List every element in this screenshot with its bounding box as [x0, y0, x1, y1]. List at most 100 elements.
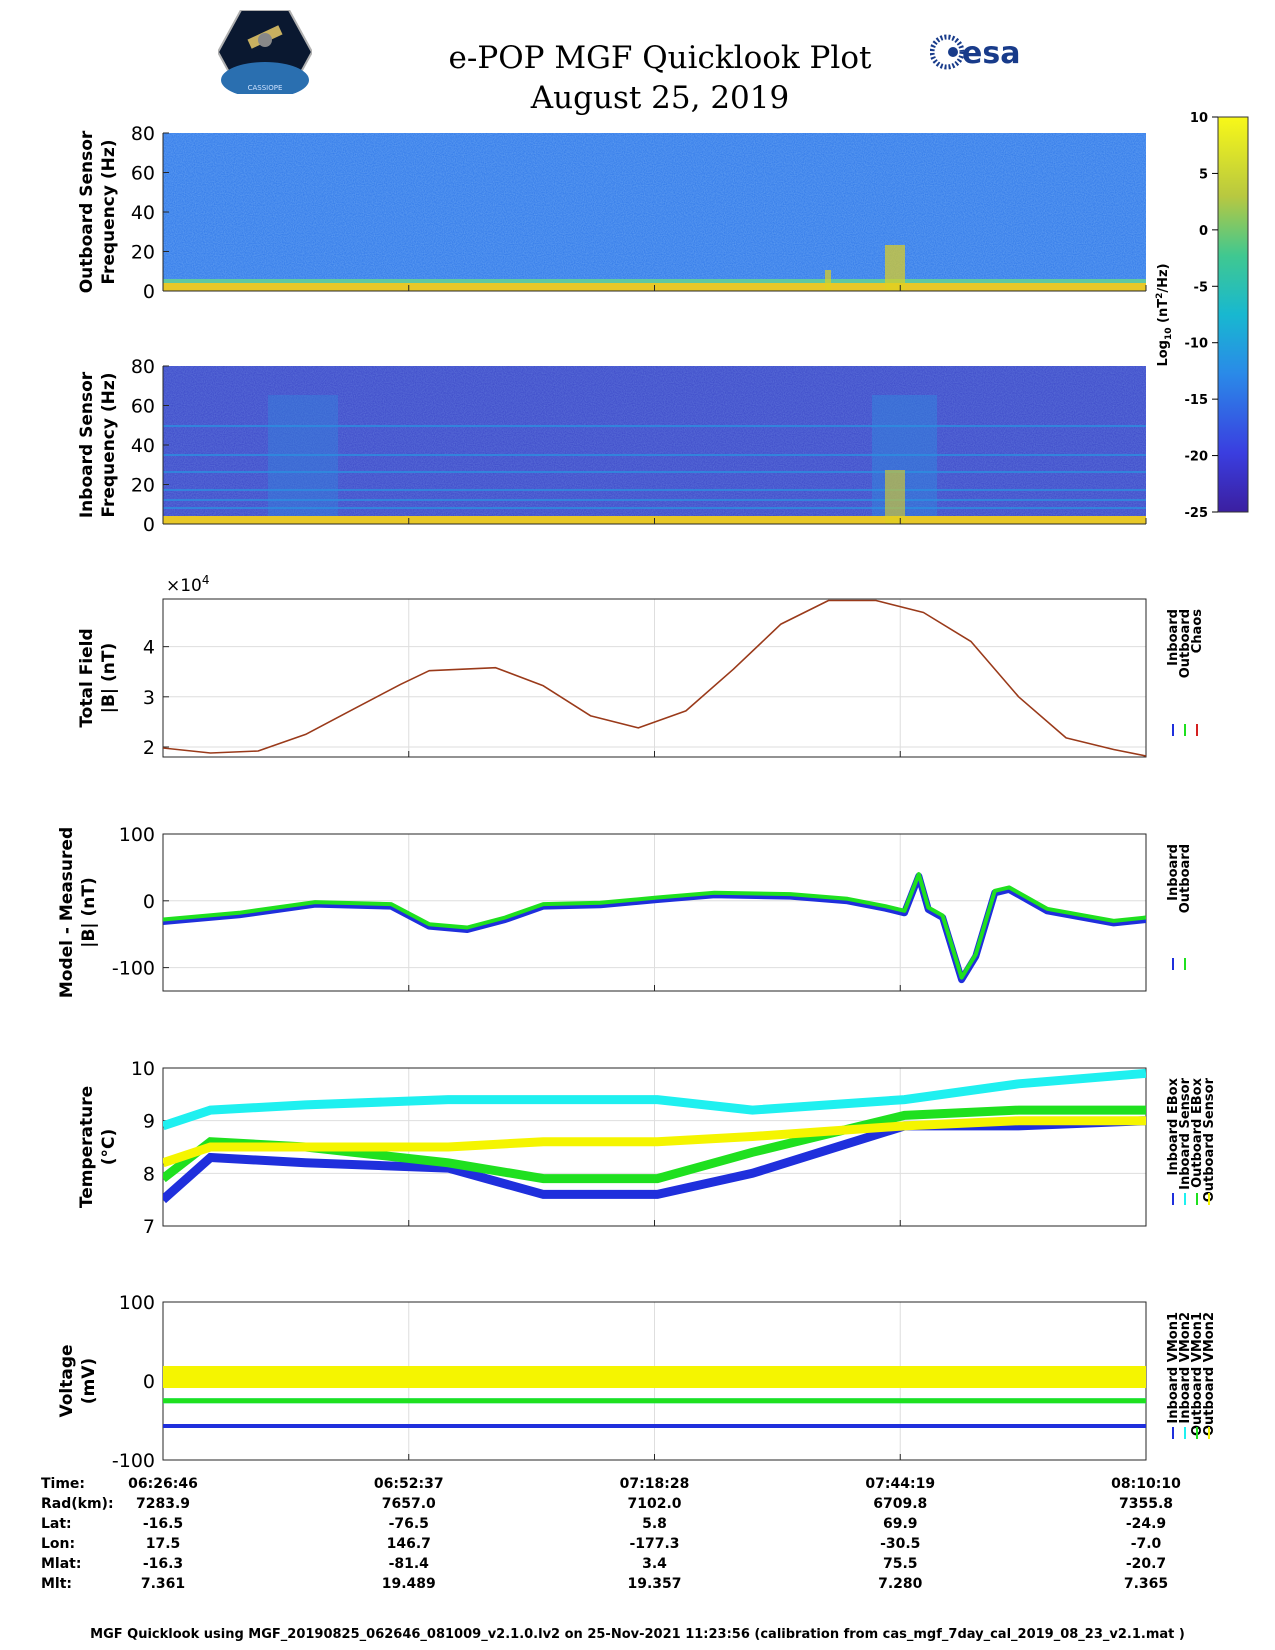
page-date: August 25, 2019 [530, 80, 790, 116]
inboard_spectrogram-axes: 0 20 40 60 80 Inboard Sensor Frequency (Hz) [77, 356, 1147, 536]
y-axis-label: (mV) [79, 1358, 99, 1404]
ephemeris-value: 7.361 [140, 1576, 186, 1592]
y-axis-exponent: ×104 [166, 573, 210, 596]
ephemeris-value: 07:18:28 [619, 1476, 690, 1492]
legend-label: Inboard [1166, 609, 1181, 666]
inboard-spectrogram [163, 366, 1146, 524]
ephemeris-value: -177.3 [629, 1536, 680, 1552]
y-axis-label: Model - Measured [57, 827, 77, 998]
y-tick-label: 0 [143, 891, 155, 913]
y-tick-label: 4 [143, 637, 155, 659]
y-axis-label: (°C) [99, 1129, 119, 1166]
y-tick-label: 40 [131, 202, 155, 224]
y-tick-label: 80 [131, 356, 155, 378]
colorbar-tick-label: 0 [1199, 224, 1208, 239]
model_minus_measured-series [163, 872, 1146, 984]
ephemeris-value: 19.357 [627, 1576, 682, 1592]
colorbar-tick-label: 5 [1199, 167, 1208, 182]
ephemeris-value: 7657.0 [381, 1496, 436, 1512]
total-field-line [163, 599, 1146, 757]
ephemeris-row-label: Lat: [41, 1516, 72, 1532]
y-tick-label: 0 [143, 281, 155, 303]
page-title: e-POP MGF Quicklook Plot [448, 40, 872, 76]
y-tick-label: 100 [119, 1292, 155, 1314]
y-tick-label: 2 [143, 737, 155, 759]
ephemeris-value: 06:26:46 [128, 1476, 198, 1492]
outboard-burst-small [825, 270, 831, 291]
outboard-spectrogram-noise [163, 133, 1146, 291]
ephemeris-value: 7.280 [878, 1576, 923, 1592]
temperature-series-1 [163, 1068, 1146, 1131]
y-axis-label: Total Field [77, 628, 97, 727]
cassiope-logo: CASSIOPE [216, 9, 314, 98]
y-tick-label: 60 [131, 163, 155, 185]
ephemeris-value: 19.489 [381, 1576, 436, 1592]
y-tick-label: 8 [143, 1163, 155, 1185]
y-tick-label: 9 [143, 1111, 155, 1133]
voltage-series [163, 1366, 1146, 1428]
total_field-axes: 2 3 4 Total Field |B| (nT) ×104 [77, 573, 1147, 759]
legend-label: Chaos [1190, 609, 1205, 653]
temperature-axes: 10 9 8 7 Temperature (°C) [77, 1058, 1147, 1238]
ephemeris-value: 08:10:10 [1111, 1476, 1181, 1492]
temperature-series-3 [163, 1116, 1146, 1168]
outboard_spectrogram-axes: 0 20 40 60 80 Outboard Sensor Frequency (Hz) [77, 123, 1147, 303]
inboard-burst-yellow [885, 470, 905, 524]
total_field-series [163, 599, 1146, 757]
y-axis-label: Outboard Sensor [77, 130, 97, 293]
y-axis-label: Frequency (Hz) [99, 139, 119, 284]
colorbar-tick-label: -5 [1194, 280, 1208, 295]
outboard-low-frequency-band-edge [163, 279, 1146, 283]
ephemeris-value: -16.3 [142, 1556, 184, 1572]
ephemeris-row-label: Rad(km): [41, 1496, 114, 1512]
inboard-harmonic-lines [163, 425, 1146, 509]
colorbar-tick-label: -10 [1185, 337, 1209, 352]
y-tick-label: -100 [112, 1450, 155, 1472]
y-tick-label: -100 [112, 958, 155, 980]
y-tick-label: 0 [143, 1371, 155, 1393]
inboard-spectrogram-noise [163, 366, 1146, 524]
ephemeris-value: 6709.8 [873, 1496, 928, 1512]
ephemeris-row-label: Mlt: [41, 1576, 73, 1592]
esa-logo-text: esa [962, 36, 1020, 71]
y-tick-label: 10 [131, 1058, 155, 1080]
y-tick-label: 7 [143, 1216, 155, 1238]
colorbar-tick-label: -15 [1185, 393, 1209, 408]
inboard-burst-1 [268, 395, 338, 520]
ephemeris-value: 07:44:19 [865, 1476, 936, 1492]
y-tick-label: 0 [143, 514, 155, 536]
ephemeris-value: -81.4 [388, 1556, 429, 1572]
ephemeris-row-label: Lon: [41, 1536, 76, 1552]
legend-label: Outboard VMon2 [1202, 1312, 1217, 1436]
ephemeris-value: 7283.9 [135, 1496, 191, 1512]
temperature-series [163, 1068, 1146, 1204]
ephemeris-row-label: Mlat: [41, 1556, 82, 1572]
colorbar-gradient [1217, 116, 1249, 513]
ephemeris-value: 06:52:37 [373, 1476, 444, 1492]
ephemeris-value: -76.5 [388, 1516, 429, 1532]
legend-label: Outboard [1178, 844, 1193, 913]
cassiope-logo-text: CASSIOPE [248, 84, 283, 92]
outboard-spectrogram [163, 133, 1146, 291]
colorbar: 10 5 0 -5 -10 -15 -20 -25 Log10 (nT2/Hz) [1155, 111, 1249, 521]
ephemeris-value: 3.4 [642, 1556, 667, 1572]
legend-label: Inboard [1166, 844, 1181, 901]
ephemeris-value: -16.5 [142, 1516, 184, 1532]
ephemeris-value: 75.5 [882, 1556, 918, 1572]
legend-label: Inboard VMon2 [1178, 1312, 1193, 1424]
ephemeris-value: 7.365 [1123, 1576, 1169, 1592]
legend-label: Inboard VMon1 [1166, 1312, 1181, 1424]
y-tick-label: 20 [131, 475, 155, 497]
ephemeris-table: Time: 06:26:46 06:52:37 07:18:28 07:44:19 08:… [0, 1476, 1275, 1611]
y-tick-label: 100 [119, 824, 155, 846]
colorbar-tick-label: 10 [1190, 111, 1208, 126]
ephemeris-value: 7102.0 [627, 1496, 682, 1512]
legend-label: Outboard [1178, 609, 1193, 678]
legend-label: Outboard VMon1 [1190, 1312, 1205, 1436]
y-tick-label: 20 [131, 242, 155, 264]
ephemeris-value: 17.5 [145, 1536, 181, 1552]
ephemeris-row-label: Time: [41, 1476, 86, 1492]
ephemeris-value: -7.0 [1130, 1536, 1162, 1552]
